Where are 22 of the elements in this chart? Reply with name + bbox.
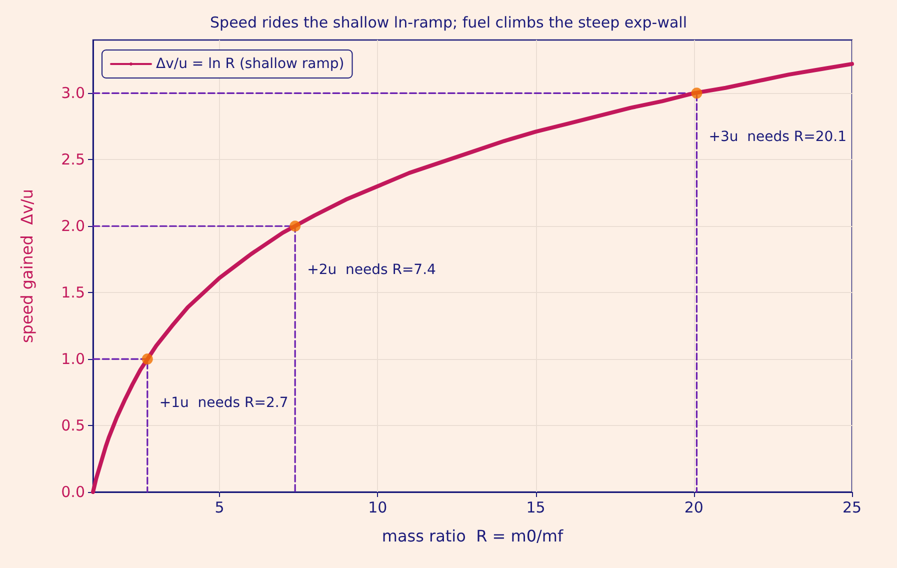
x-tick-label: 20 — [684, 498, 704, 516]
y-tick-label: 2.0 — [61, 217, 85, 236]
x-tick-label: 10 — [368, 498, 388, 516]
legend-label: Δv/u = ln R (shallow ramp) — [156, 56, 344, 72]
y-tick-label: 3.0 — [61, 84, 85, 102]
chart-title: Speed rides the shallow ln-ramp; fuel climbs the steep exp-wall — [210, 14, 687, 32]
x-tick-label: 15 — [526, 498, 546, 516]
x-axis-title: mass ratio R = m0/mf — [382, 526, 564, 546]
x-tick-label: 25 — [842, 498, 862, 516]
point — [142, 354, 153, 365]
y-tick-label: 0.0 — [61, 483, 85, 501]
y-tick-label: 0.5 — [61, 416, 85, 435]
point — [290, 220, 301, 232]
annotation: +1u needs R=2.7 — [159, 395, 288, 412]
y-tick-label: 1.5 — [61, 284, 85, 302]
point — [691, 88, 702, 99]
x-tick-label: 5 — [214, 498, 224, 516]
y-tick-label: 2.5 — [61, 150, 85, 169]
y-tick-label: 1.0 — [61, 350, 85, 368]
annotation: +3u needs R=20.1 — [708, 129, 846, 146]
y-axis-title: speed gained Δv/u — [18, 188, 36, 344]
annotation: +2u needs R=7.4 — [307, 262, 436, 278]
